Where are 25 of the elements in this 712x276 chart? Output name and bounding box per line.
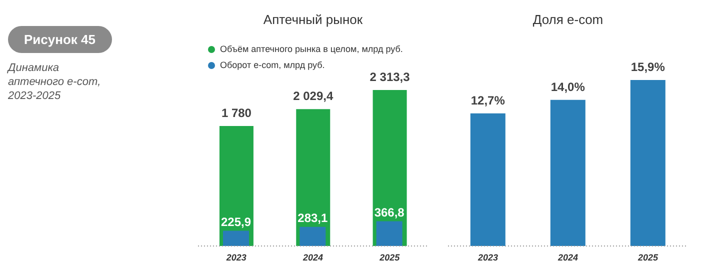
bar <box>376 221 402 246</box>
data-label: 15,9% <box>630 60 666 74</box>
data-label: 225,9 <box>220 214 252 229</box>
data-label: 283,1 <box>298 210 328 225</box>
data-label: 12,7% <box>470 93 506 108</box>
data-label: 1 780 <box>221 106 252 120</box>
x-tick-label: 2023 <box>476 252 498 262</box>
x-tick-label: 2024 <box>302 252 324 262</box>
data-label: 14,0% <box>550 80 586 94</box>
x-tick-label: 2025 <box>636 252 659 262</box>
bar <box>219 126 254 246</box>
bar <box>223 230 249 246</box>
text: Рисунок 45 <box>8 26 112 53</box>
x-tick-label: 2023 <box>225 252 246 262</box>
legend-label: Объём аптечного рынка в целом, млрд руб. <box>219 44 403 54</box>
x-tick-label: 2024 <box>556 252 578 262</box>
bar <box>300 226 326 246</box>
x-tick-label: 2025 <box>378 252 401 262</box>
data-label: 2 313,3 <box>370 70 410 84</box>
legend-label: Оборот e-com, млрд руб. <box>219 60 326 70</box>
chart-title: Доля e-com <box>532 12 604 29</box>
chart-title: Аптечный рынок <box>262 12 364 29</box>
data-label: 2 029,4 <box>293 89 334 104</box>
text: Динамика аптечного e-com, 2023-2025 <box>8 61 102 103</box>
data-label: 366,8 <box>374 205 405 220</box>
